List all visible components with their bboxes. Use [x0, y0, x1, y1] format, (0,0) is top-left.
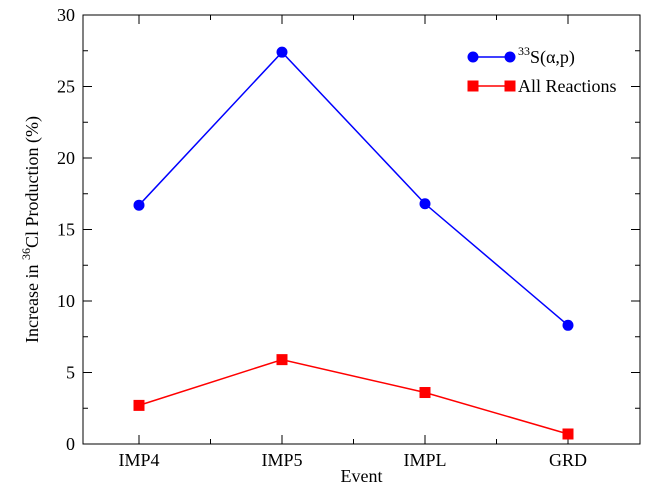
series-line [138, 51, 569, 326]
series-all-reactions [133, 354, 574, 440]
series-line [138, 358, 569, 435]
legend-label-text: S(α,p) [530, 47, 575, 68]
x-tick-label: IMP4 [118, 450, 159, 470]
y-axis-title-prefix: Increase in [22, 260, 42, 343]
data-point-circle [276, 46, 288, 58]
y-axis-title-superscript: 36 [19, 248, 33, 260]
series-alpha-p [133, 46, 574, 331]
legend: 33S(α,p) All Reactions [467, 44, 616, 96]
data-point-square [419, 387, 431, 399]
y-axis-title: Increase in 36Cl Production (%) [19, 116, 43, 343]
y-axis-title-suffix: Production (%) [22, 116, 43, 231]
y-tick-label: 10 [57, 291, 75, 311]
y-tick-label: 5 [66, 363, 75, 383]
data-point-circle [419, 198, 431, 210]
y-tick-label: 0 [66, 434, 75, 454]
legend-marker-circle [467, 51, 479, 63]
y-axis-title-element: Cl [22, 231, 42, 248]
data-point-square [276, 354, 288, 366]
y-tick-label: 25 [57, 77, 75, 97]
y-tick-label: 30 [57, 5, 75, 25]
legend-label-superscript: 33 [518, 44, 530, 58]
legend-marker-circle [504, 51, 516, 63]
legend-marker-square [504, 80, 516, 92]
y-axis-ticks: 0 5 10 15 20 25 30 [57, 5, 640, 454]
y-tick-label: 15 [57, 220, 75, 240]
x-axis-title: Event [341, 466, 383, 486]
data-point-circle [562, 319, 574, 331]
x-tick-label: GRD [549, 450, 587, 470]
y-tick-label: 20 [57, 148, 75, 168]
legend-label: 33S(α,p) [518, 44, 575, 68]
x-axis-ticks: IMP4 IMP5 IMPL GRD [118, 15, 587, 470]
series-layer [133, 46, 574, 440]
data-point-square [562, 428, 574, 440]
legend-label: All Reactions [518, 76, 616, 96]
x-tick-label: IMP5 [261, 450, 302, 470]
x-tick-label: IMPL [403, 450, 446, 470]
data-point-square [133, 399, 145, 411]
legend-marker-square [467, 80, 479, 92]
data-point-circle [133, 199, 145, 211]
